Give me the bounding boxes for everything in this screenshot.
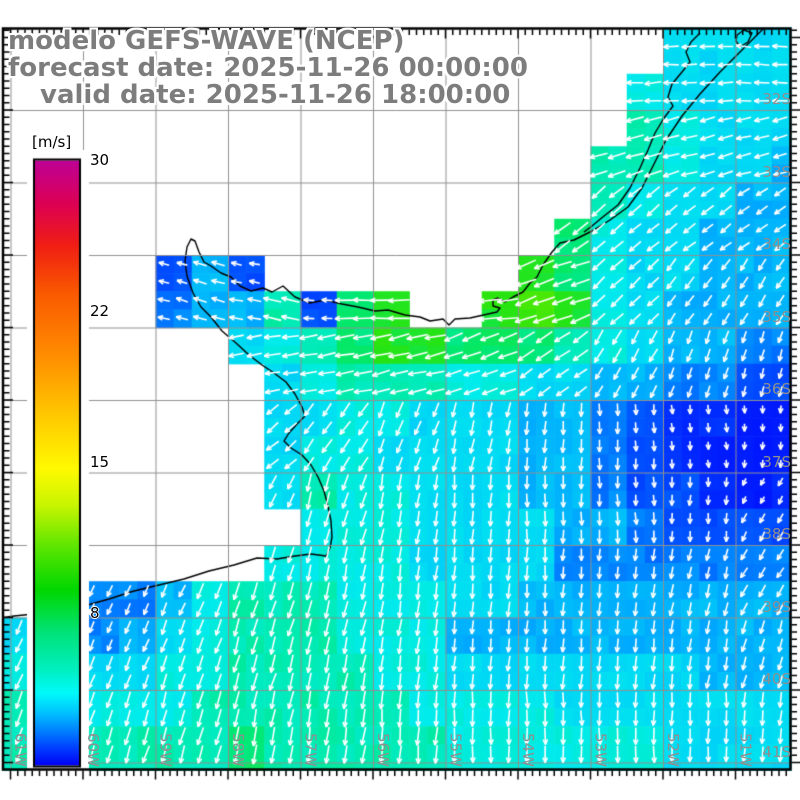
lat-tick-label: 32S <box>762 90 791 108</box>
colorbar-unit-label: [m/s] <box>32 133 72 151</box>
lon-tick-label: 55W <box>446 733 465 767</box>
lat-tick-label: 35S <box>762 307 791 326</box>
lat-tick-label: 36S <box>762 380 791 398</box>
lon-tick-label: 56W <box>374 733 392 767</box>
lat-tick-label: 40S <box>762 670 791 688</box>
colorbar-tick-label: 30 <box>90 151 110 169</box>
valid-date: valid date: 2025-11-26 18:00:00 <box>40 80 511 110</box>
lon-tick-label: 53W <box>591 733 610 767</box>
lon-tick-label: 51W <box>736 733 755 767</box>
lat-tick-label: 34S <box>762 235 791 253</box>
colorbar-tick-label: 15 <box>90 453 110 471</box>
lon-tick-label: 57W <box>301 733 320 767</box>
lat-tick-label: 37S <box>762 452 791 471</box>
colorbar-tick-label: 22 <box>90 302 110 320</box>
lat-tick-label: 41S <box>762 742 791 761</box>
lon-tick-label: 52W <box>664 733 682 767</box>
lon-tick-label: 58W <box>229 733 247 767</box>
colorbar-tick-label: 8 <box>90 604 100 622</box>
model-title: modelo GEFS-WAVE (NCEP) <box>8 26 405 56</box>
lon-tick-label: 59W <box>156 733 175 767</box>
lon-tick-label: 60W <box>84 733 102 767</box>
lat-tick-label: 39S <box>762 597 791 616</box>
lon-tick-label: 54W <box>519 733 537 767</box>
lat-tick-label: 33S <box>762 162 791 181</box>
lat-tick-label: 38S <box>762 525 791 543</box>
lon-tick-label: 61W <box>11 733 30 767</box>
forecast-date: forecast date: 2025-11-26 00:00:00 <box>8 53 528 83</box>
